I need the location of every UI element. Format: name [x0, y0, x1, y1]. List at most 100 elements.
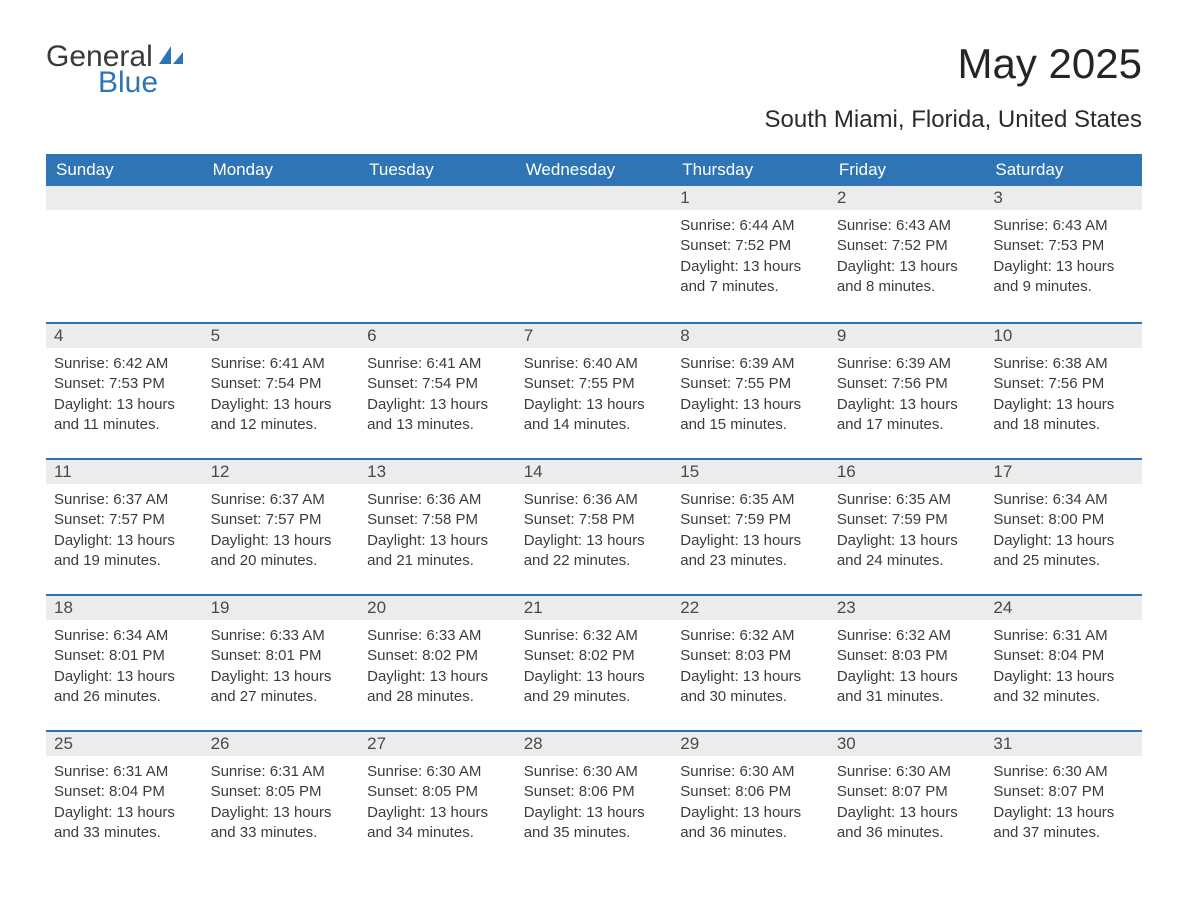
sunrise-line: Sunrise: 6:37 AM	[54, 490, 195, 510]
day-cell-body: Sunrise: 6:32 AMSunset: 8:02 PMDaylight:…	[516, 620, 673, 717]
calendar-body: 1Sunrise: 6:44 AMSunset: 7:52 PMDaylight…	[46, 186, 1142, 866]
day-number-bar: 22	[672, 594, 829, 620]
calendar-cell	[516, 186, 673, 322]
day-number-bar: 3	[985, 186, 1142, 210]
sunrise-line: Sunrise: 6:39 AM	[680, 354, 821, 374]
calendar-cell: 30Sunrise: 6:30 AMSunset: 8:07 PMDayligh…	[829, 730, 986, 866]
sunset-line: Sunset: 7:54 PM	[367, 374, 508, 394]
sunset-line: Sunset: 8:03 PM	[680, 646, 821, 666]
calendar-cell: 3Sunrise: 6:43 AMSunset: 7:53 PMDaylight…	[985, 186, 1142, 322]
day-cell-body: Sunrise: 6:42 AMSunset: 7:53 PMDaylight:…	[46, 348, 203, 445]
calendar-cell: 31Sunrise: 6:30 AMSunset: 8:07 PMDayligh…	[985, 730, 1142, 866]
day-cell-body: Sunrise: 6:31 AMSunset: 8:04 PMDaylight:…	[46, 756, 203, 853]
day-cell-body: Sunrise: 6:35 AMSunset: 7:59 PMDaylight:…	[672, 484, 829, 581]
daylight-line: Daylight: 13 hours and 22 minutes.	[524, 531, 665, 572]
calendar-cell: 18Sunrise: 6:34 AMSunset: 8:01 PMDayligh…	[46, 594, 203, 730]
sunrise-line: Sunrise: 6:36 AM	[367, 490, 508, 510]
calendar-cell: 12Sunrise: 6:37 AMSunset: 7:57 PMDayligh…	[203, 458, 360, 594]
daylight-line: Daylight: 13 hours and 18 minutes.	[993, 395, 1134, 436]
sunrise-line: Sunrise: 6:38 AM	[993, 354, 1134, 374]
sunrise-line: Sunrise: 6:36 AM	[524, 490, 665, 510]
day-cell-body: Sunrise: 6:41 AMSunset: 7:54 PMDaylight:…	[359, 348, 516, 445]
day-cell-body: Sunrise: 6:33 AMSunset: 8:01 PMDaylight:…	[203, 620, 360, 717]
sunset-line: Sunset: 7:52 PM	[680, 236, 821, 256]
day-number-bar: 18	[46, 594, 203, 620]
day-cell-body: Sunrise: 6:34 AMSunset: 8:00 PMDaylight:…	[985, 484, 1142, 581]
day-cell-body: Sunrise: 6:43 AMSunset: 7:52 PMDaylight:…	[829, 210, 986, 307]
location-subtitle: South Miami, Florida, United States	[46, 106, 1142, 134]
day-number-bar: 9	[829, 322, 986, 348]
sunrise-line: Sunrise: 6:35 AM	[837, 490, 978, 510]
sunrise-line: Sunrise: 6:43 AM	[993, 216, 1134, 236]
daylight-line: Daylight: 13 hours and 31 minutes.	[837, 667, 978, 708]
sunset-line: Sunset: 8:01 PM	[211, 646, 352, 666]
day-cell-body: Sunrise: 6:39 AMSunset: 7:55 PMDaylight:…	[672, 348, 829, 445]
daylight-line: Daylight: 13 hours and 26 minutes.	[54, 667, 195, 708]
sunset-line: Sunset: 7:53 PM	[54, 374, 195, 394]
sunset-line: Sunset: 7:59 PM	[680, 510, 821, 530]
calendar-row: 11Sunrise: 6:37 AMSunset: 7:57 PMDayligh…	[46, 458, 1142, 594]
calendar-cell: 13Sunrise: 6:36 AMSunset: 7:58 PMDayligh…	[359, 458, 516, 594]
day-number-bar: 1	[672, 186, 829, 210]
day-cell-body: Sunrise: 6:30 AMSunset: 8:05 PMDaylight:…	[359, 756, 516, 853]
sunset-line: Sunset: 7:56 PM	[837, 374, 978, 394]
day-header: Tuesday	[359, 154, 516, 186]
calendar-cell: 5Sunrise: 6:41 AMSunset: 7:54 PMDaylight…	[203, 322, 360, 458]
daylight-line: Daylight: 13 hours and 33 minutes.	[54, 803, 195, 844]
sunset-line: Sunset: 7:56 PM	[993, 374, 1134, 394]
sunset-line: Sunset: 8:00 PM	[993, 510, 1134, 530]
daylight-line: Daylight: 13 hours and 36 minutes.	[680, 803, 821, 844]
daylight-line: Daylight: 13 hours and 9 minutes.	[993, 257, 1134, 298]
calendar-table: SundayMondayTuesdayWednesdayThursdayFrid…	[46, 154, 1142, 866]
day-number-bar: 27	[359, 730, 516, 756]
day-cell-body: Sunrise: 6:37 AMSunset: 7:57 PMDaylight:…	[203, 484, 360, 581]
day-cell-body: Sunrise: 6:43 AMSunset: 7:53 PMDaylight:…	[985, 210, 1142, 307]
sunset-line: Sunset: 8:03 PM	[837, 646, 978, 666]
day-number-bar: 16	[829, 458, 986, 484]
daylight-line: Daylight: 13 hours and 25 minutes.	[993, 531, 1134, 572]
sunset-line: Sunset: 8:02 PM	[524, 646, 665, 666]
day-number-bar: 7	[516, 322, 673, 348]
day-number-bar: 5	[203, 322, 360, 348]
calendar-cell: 14Sunrise: 6:36 AMSunset: 7:58 PMDayligh…	[516, 458, 673, 594]
day-number-bar: 24	[985, 594, 1142, 620]
sunrise-line: Sunrise: 6:31 AM	[54, 762, 195, 782]
calendar-cell	[203, 186, 360, 322]
day-number-bar: 17	[985, 458, 1142, 484]
sunrise-line: Sunrise: 6:41 AM	[211, 354, 352, 374]
sunset-line: Sunset: 8:01 PM	[54, 646, 195, 666]
daylight-line: Daylight: 13 hours and 34 minutes.	[367, 803, 508, 844]
page-title: May 2025	[958, 40, 1142, 88]
sunrise-line: Sunrise: 6:34 AM	[993, 490, 1134, 510]
calendar-row: 18Sunrise: 6:34 AMSunset: 8:01 PMDayligh…	[46, 594, 1142, 730]
sunset-line: Sunset: 7:57 PM	[211, 510, 352, 530]
calendar-cell: 23Sunrise: 6:32 AMSunset: 8:03 PMDayligh…	[829, 594, 986, 730]
daylight-line: Daylight: 13 hours and 11 minutes.	[54, 395, 195, 436]
calendar-cell	[46, 186, 203, 322]
calendar-row: 4Sunrise: 6:42 AMSunset: 7:53 PMDaylight…	[46, 322, 1142, 458]
day-number-bar: 8	[672, 322, 829, 348]
sunrise-line: Sunrise: 6:32 AM	[837, 626, 978, 646]
day-number-bar	[516, 186, 673, 210]
daylight-line: Daylight: 13 hours and 19 minutes.	[54, 531, 195, 572]
day-cell-body: Sunrise: 6:30 AMSunset: 8:06 PMDaylight:…	[516, 756, 673, 853]
day-number-bar: 4	[46, 322, 203, 348]
sunset-line: Sunset: 7:55 PM	[680, 374, 821, 394]
daylight-line: Daylight: 13 hours and 35 minutes.	[524, 803, 665, 844]
daylight-line: Daylight: 13 hours and 32 minutes.	[993, 667, 1134, 708]
sunrise-line: Sunrise: 6:32 AM	[680, 626, 821, 646]
day-cell-body: Sunrise: 6:40 AMSunset: 7:55 PMDaylight:…	[516, 348, 673, 445]
day-number-bar: 19	[203, 594, 360, 620]
sunrise-line: Sunrise: 6:30 AM	[993, 762, 1134, 782]
day-header: Monday	[203, 154, 360, 186]
sunset-line: Sunset: 8:07 PM	[837, 782, 978, 802]
sunrise-line: Sunrise: 6:39 AM	[837, 354, 978, 374]
calendar-cell: 15Sunrise: 6:35 AMSunset: 7:59 PMDayligh…	[672, 458, 829, 594]
sunset-line: Sunset: 8:05 PM	[211, 782, 352, 802]
day-number-bar: 20	[359, 594, 516, 620]
day-cell-body: Sunrise: 6:30 AMSunset: 8:07 PMDaylight:…	[829, 756, 986, 853]
sunset-line: Sunset: 8:05 PM	[367, 782, 508, 802]
sunset-line: Sunset: 7:54 PM	[211, 374, 352, 394]
day-number-bar	[203, 186, 360, 210]
daylight-line: Daylight: 13 hours and 24 minutes.	[837, 531, 978, 572]
